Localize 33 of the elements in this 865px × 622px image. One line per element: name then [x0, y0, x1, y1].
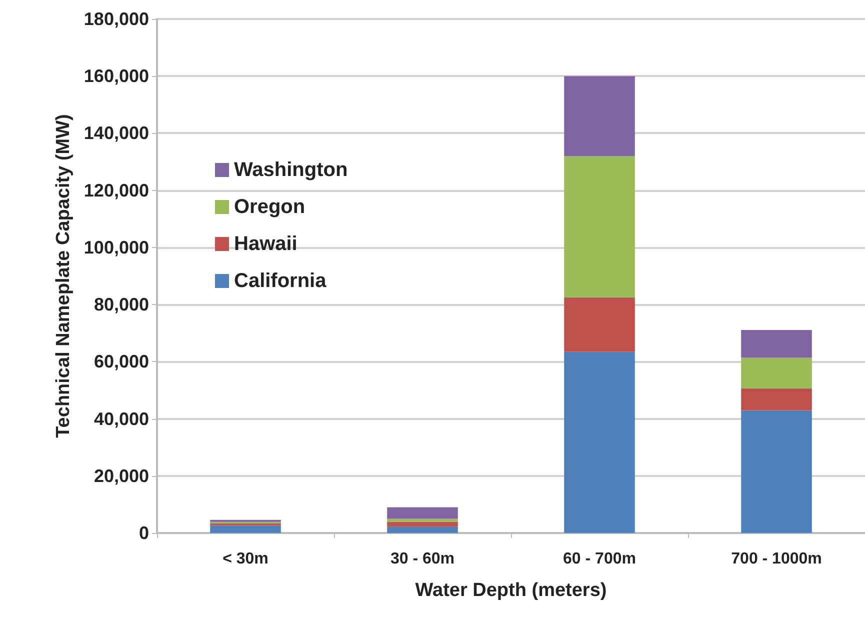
y-tick-label: 40,000: [94, 408, 149, 429]
y-tick-label: 140,000: [84, 123, 149, 144]
bar: [741, 330, 812, 358]
y-tick-label: 0: [138, 523, 149, 543]
bar: [741, 388, 812, 410]
y-axis-title: Technical Nameplate Capacity (MW): [53, 114, 74, 438]
bar: [387, 522, 458, 526]
bar: [564, 76, 635, 156]
legend-label: Washington: [234, 159, 348, 181]
y-tick-label: 180,000: [84, 9, 149, 29]
legend-label: Oregon: [234, 196, 306, 218]
y-tick-label: 100,000: [84, 237, 149, 258]
bar: [387, 507, 458, 519]
x-tick-label: 60 - 700m: [563, 550, 636, 568]
bar: [387, 518, 458, 522]
x-tick-label: 700 - 1000m: [731, 550, 822, 568]
legend-label: California: [234, 270, 328, 292]
y-tick-label: 120,000: [84, 180, 149, 200]
y-tick-label: 20,000: [94, 466, 149, 486]
x-tick-label: 30 - 60m: [390, 550, 455, 568]
bar: [564, 297, 635, 352]
bar: [387, 526, 458, 533]
y-tick-label: 80,000: [94, 294, 149, 315]
bar: [564, 156, 635, 298]
bar: [564, 352, 635, 533]
bar: [741, 358, 812, 388]
y-tick-label: 160,000: [84, 66, 149, 86]
bar: [210, 525, 281, 533]
x-tick-label: < 30m: [222, 550, 268, 568]
legend-label: Hawaii: [234, 233, 298, 255]
x-axis-title: Water Depth (meters): [415, 580, 607, 601]
y-tick-label: 60,000: [94, 352, 149, 372]
bar: [741, 410, 812, 533]
